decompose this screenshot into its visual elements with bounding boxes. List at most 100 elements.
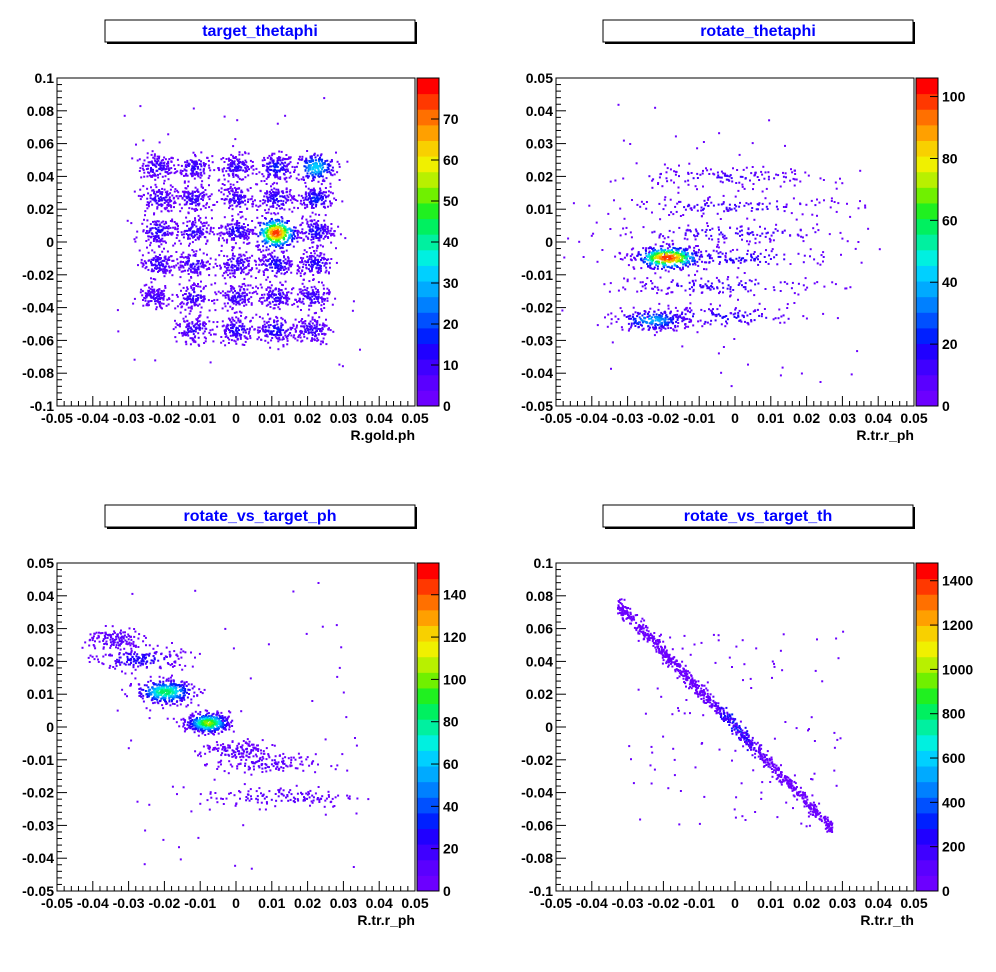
heatmap-cell (261, 173, 264, 176)
heatmap-cell (792, 197, 795, 200)
heatmap-cell (194, 204, 197, 207)
heatmap-cell (662, 241, 665, 244)
heatmap-cell (198, 194, 201, 197)
heatmap-cell (307, 168, 310, 171)
heatmap-cell (230, 321, 233, 324)
heatmap-cell (647, 259, 650, 262)
heatmap-cell (185, 334, 187, 337)
heatmap-cell (267, 174, 270, 176)
heatmap-cell (197, 343, 200, 346)
heatmap-cell (277, 326, 280, 329)
heatmap-cell (669, 168, 672, 171)
heatmap-cell (785, 176, 787, 179)
heatmap-cell (308, 296, 311, 299)
heatmap-cell (158, 167, 161, 170)
heatmap-cell (277, 299, 280, 302)
heatmap-cell (169, 220, 172, 222)
heatmap-cell (279, 226, 282, 229)
heatmap-cell (323, 303, 325, 306)
heatmap-cell (154, 300, 156, 303)
heatmap-cell (668, 259, 671, 262)
heatmap-cell (246, 207, 249, 210)
heatmap-cell (317, 168, 320, 171)
heatmap-cell (174, 319, 176, 322)
heatmap-cell (155, 299, 158, 302)
heatmap-cell (148, 231, 151, 234)
heatmap-cell (265, 240, 268, 243)
heatmap-cell (267, 167, 269, 170)
heatmap-cell (204, 164, 206, 167)
heatmap-cell (684, 180, 687, 183)
heatmap-cell (310, 299, 313, 302)
heatmap-cell (264, 192, 267, 195)
heatmap-cell (200, 165, 203, 168)
heatmap-cell (322, 257, 325, 260)
heatmap-cell (193, 223, 196, 226)
heatmap-cell (310, 325, 313, 328)
heatmap-cell (329, 172, 332, 175)
heatmap-cell (220, 341, 223, 344)
heatmap-cell (661, 245, 664, 248)
heatmap-cell (238, 333, 241, 335)
heatmap-cell (319, 235, 322, 238)
heatmap-cell (765, 249, 767, 252)
heatmap-cell (234, 156, 237, 158)
heatmap-cell (231, 246, 234, 249)
heatmap-cell (330, 159, 333, 161)
heatmap-cell (154, 174, 157, 177)
heatmap-cell (264, 330, 266, 333)
heatmap-cell (204, 189, 207, 191)
heatmap-cell (655, 253, 658, 256)
heatmap-cell (270, 197, 273, 200)
heatmap-cell (179, 169, 182, 172)
heatmap-cell (160, 198, 163, 201)
heatmap-cell (809, 248, 812, 251)
heatmap-cell (285, 198, 288, 201)
heatmap-cell (144, 164, 147, 167)
heatmap-cell (719, 261, 721, 264)
heatmap-cell (253, 259, 256, 262)
heatmap-cell (666, 247, 669, 250)
heatmap-cell (299, 288, 302, 291)
heatmap-cell (210, 226, 212, 229)
heatmap-cell (240, 272, 242, 275)
heatmap-cell (199, 273, 202, 276)
heatmap-cell (201, 191, 204, 194)
heatmap-cell (688, 261, 691, 264)
heatmap-cell (696, 203, 699, 206)
heatmap-cell (273, 259, 275, 262)
heatmap-cell (241, 215, 244, 218)
heatmap-cell (225, 267, 228, 270)
heatmap-cell (712, 259, 715, 262)
heatmap-cell (187, 235, 190, 238)
y-tick-label: 0.08 (27, 103, 54, 119)
heatmap-cell (717, 240, 720, 243)
heatmap-cell (309, 160, 312, 163)
heatmap-cell (280, 230, 283, 233)
heatmap-cell (232, 325, 235, 328)
heatmap-cell (314, 256, 317, 259)
heatmap-cell (684, 208, 687, 211)
heatmap-cell (284, 225, 287, 228)
heatmap-cell (286, 199, 289, 202)
heatmap-cell (314, 334, 317, 336)
heatmap-cell (265, 304, 268, 307)
heatmap-cell (745, 202, 748, 205)
heatmap-cell (195, 322, 198, 325)
heatmap-cell (311, 295, 314, 298)
heatmap-cell (226, 195, 229, 198)
heatmap-cell (273, 321, 276, 324)
heatmap-cell (205, 261, 208, 264)
heatmap-cell (191, 241, 194, 244)
y-tick-label: 0.1 (35, 70, 55, 86)
heatmap-cell (280, 272, 283, 275)
heatmap-cell (192, 151, 195, 154)
heatmap-cell (156, 169, 159, 172)
heatmap-cell (248, 168, 250, 171)
heatmap-cell (176, 295, 179, 298)
heatmap-cell (244, 294, 247, 297)
heatmap-cell (274, 191, 277, 194)
heatmap-cell (163, 247, 165, 250)
heatmap-cell (228, 174, 231, 177)
heatmap-cell (116, 309, 119, 312)
